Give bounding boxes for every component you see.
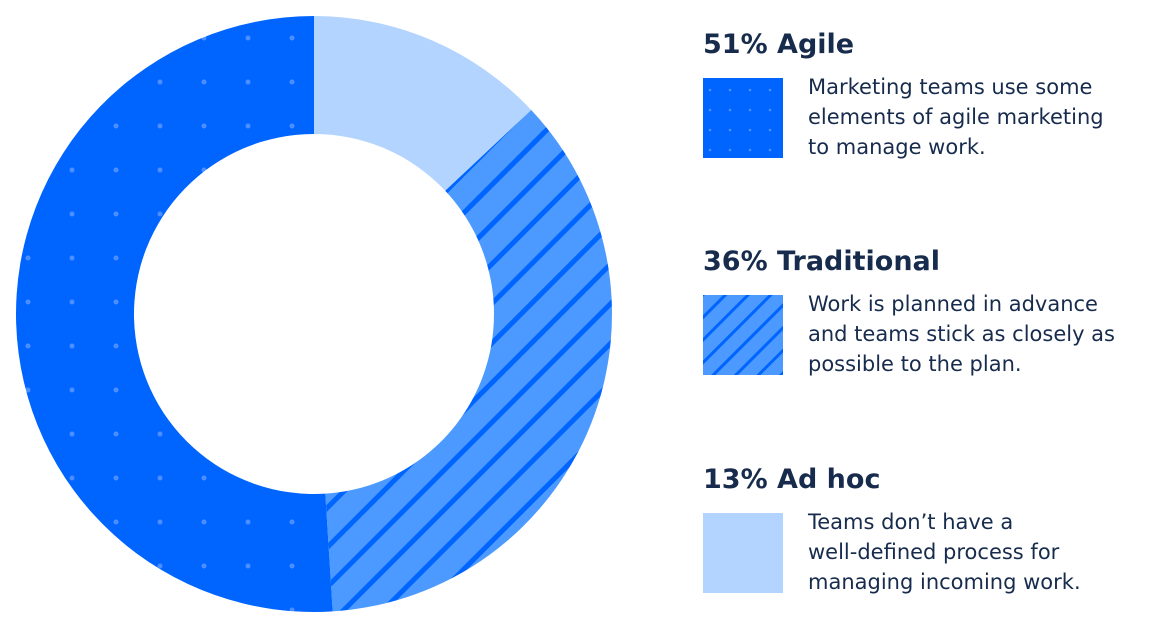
donut-segment: [15, 16, 333, 613]
legend-category: Traditional: [777, 246, 940, 277]
legend-title: 36% Traditional: [703, 246, 940, 277]
legend-description: elements of agile marketing: [808, 105, 1104, 129]
legend-category: Agile: [777, 29, 854, 60]
legend-description: possible to the plan.: [808, 352, 1022, 376]
legend-description: Work is planned in advance: [808, 292, 1098, 316]
donut-segment: [325, 110, 612, 612]
legend-value: 36%: [703, 246, 768, 277]
legend-value: 13%: [703, 464, 768, 495]
legend-value: 51%: [703, 29, 768, 60]
legend-description: Marketing teams use some: [808, 75, 1092, 99]
legend-title: 51% Agile: [703, 29, 854, 60]
legend-swatch: [703, 78, 783, 158]
legend-title: 13% Ad hoc: [703, 464, 880, 495]
legend-description: Teams don’t have a: [807, 510, 1013, 534]
legend-description: well-defined process for: [808, 540, 1060, 564]
legend-swatch: [703, 513, 783, 593]
legend-description: and teams stick as closely as: [808, 322, 1115, 346]
legend-description: to manage work.: [808, 135, 986, 159]
legend-swatch: [703, 295, 783, 375]
legend-description: managing incoming work.: [808, 570, 1081, 594]
donut-segment: [314, 16, 532, 191]
legend-category: Ad hoc: [777, 464, 880, 495]
